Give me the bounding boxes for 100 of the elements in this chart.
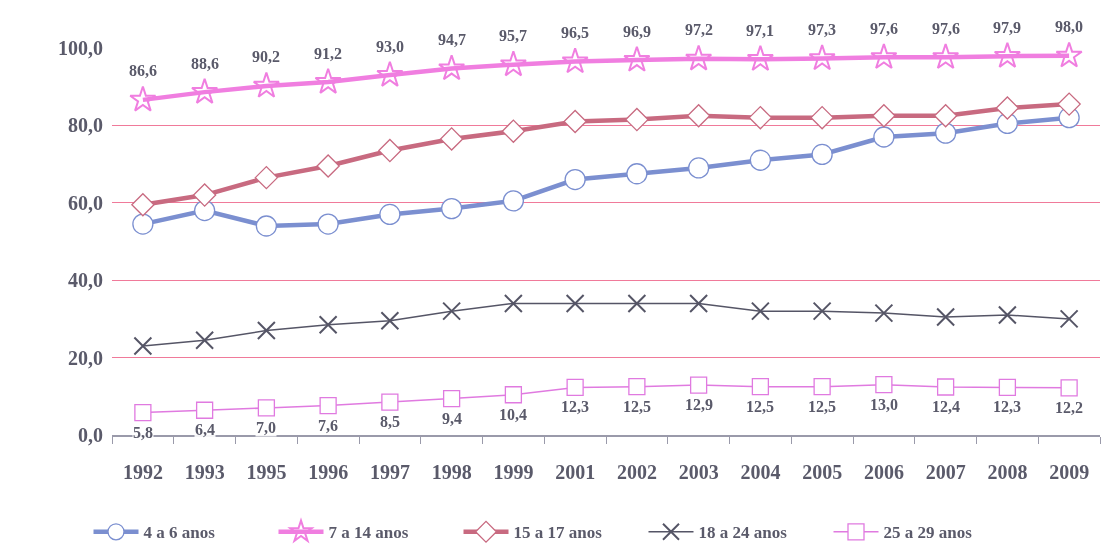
point xyxy=(256,321,276,341)
point xyxy=(195,401,214,419)
point xyxy=(875,376,893,394)
data-label: 90,2 xyxy=(252,48,280,65)
legend-label: 25 a 29 anos xyxy=(883,523,973,543)
data-label: 12,5 xyxy=(808,398,836,415)
point xyxy=(625,107,649,132)
data-label: 9,4 xyxy=(442,410,462,427)
point xyxy=(440,197,463,220)
point xyxy=(626,163,648,185)
data-label: 5,8 xyxy=(133,424,153,441)
x-tick-label: 1999 xyxy=(493,460,534,483)
point xyxy=(502,190,525,212)
x-tick-label: 2009 xyxy=(1049,460,1090,483)
point xyxy=(687,157,710,179)
point xyxy=(255,215,278,237)
point xyxy=(1060,379,1078,397)
data-label: 97,6 xyxy=(870,20,898,37)
data-label: 94,7 xyxy=(438,31,466,48)
point xyxy=(190,77,219,104)
legend-label: 7 a 14 anos xyxy=(328,523,409,543)
point xyxy=(873,126,895,148)
data-label: 86,6 xyxy=(129,62,157,79)
point xyxy=(564,168,586,191)
x-tick-label: 1997 xyxy=(369,460,410,483)
data-label: 88,6 xyxy=(191,55,219,72)
y-tick-label: 100,0 xyxy=(58,37,103,59)
legend-label: 15 a 17 anos xyxy=(513,523,603,543)
data-label: 95,7 xyxy=(499,27,527,44)
point xyxy=(378,138,402,163)
x-tick-label: 2003 xyxy=(678,460,719,483)
point xyxy=(192,183,217,207)
point xyxy=(131,193,155,217)
x-tick-label: 1992 xyxy=(122,460,163,483)
data-label: 96,5 xyxy=(561,24,589,41)
point xyxy=(995,96,1020,120)
point xyxy=(689,376,708,394)
point xyxy=(684,44,713,71)
point xyxy=(870,42,898,70)
data-label: 97,1 xyxy=(746,22,774,39)
point xyxy=(931,42,960,70)
point xyxy=(317,213,339,235)
point xyxy=(318,315,338,335)
point xyxy=(252,71,281,98)
y-tick-label: 20,0 xyxy=(68,346,103,369)
point xyxy=(565,293,585,313)
point xyxy=(872,104,896,128)
data-label: 8,5 xyxy=(380,413,400,430)
point xyxy=(993,41,1022,68)
data-label: 12,3 xyxy=(993,398,1021,415)
data-label: 98,0 xyxy=(1055,18,1083,35)
x-tick-label: 2008 xyxy=(987,460,1028,483)
point xyxy=(808,44,836,71)
point xyxy=(316,154,340,178)
data-label: 97,3 xyxy=(808,21,836,38)
point xyxy=(134,403,152,422)
point xyxy=(997,305,1017,325)
point xyxy=(748,105,773,130)
point xyxy=(813,377,831,396)
data-label: 12,5 xyxy=(623,398,651,415)
data-label: 7,0 xyxy=(256,419,276,436)
point xyxy=(195,330,215,350)
x-tick-label: 2004 xyxy=(740,460,781,483)
y-tick-label: 0,0 xyxy=(78,424,103,446)
data-label: 12,3 xyxy=(561,398,589,415)
point xyxy=(129,85,157,112)
point xyxy=(561,47,589,74)
point xyxy=(628,377,646,396)
point xyxy=(874,303,894,323)
y-tick-label: 40,0 xyxy=(68,269,103,292)
data-label: 97,9 xyxy=(993,19,1021,36)
point xyxy=(319,396,337,415)
point xyxy=(563,109,587,134)
point xyxy=(812,301,832,321)
point xyxy=(749,149,772,171)
x-tick-label: 1993 xyxy=(184,460,225,483)
data-label: 12,2 xyxy=(1055,399,1083,416)
y-tick-label: 60,0 xyxy=(68,191,103,214)
x-tick-label: 2007 xyxy=(925,460,966,483)
point xyxy=(936,307,956,327)
x-tick-label: 2005 xyxy=(802,460,843,483)
point xyxy=(936,378,955,396)
point xyxy=(504,386,523,404)
point xyxy=(439,127,464,151)
point xyxy=(627,293,647,313)
point xyxy=(499,50,528,77)
point xyxy=(998,378,1017,397)
point xyxy=(689,293,709,313)
x-tick-label: 1995 xyxy=(246,460,287,483)
point xyxy=(257,399,276,417)
point xyxy=(811,143,833,166)
point xyxy=(133,336,153,356)
point xyxy=(437,54,466,81)
point xyxy=(934,122,957,144)
data-label: 91,2 xyxy=(314,45,342,62)
data-label: 12,4 xyxy=(932,398,960,415)
point xyxy=(746,44,775,71)
y-tick-label: 80,0 xyxy=(68,114,103,137)
data-label: 10,4 xyxy=(499,406,527,423)
point xyxy=(1059,309,1079,329)
